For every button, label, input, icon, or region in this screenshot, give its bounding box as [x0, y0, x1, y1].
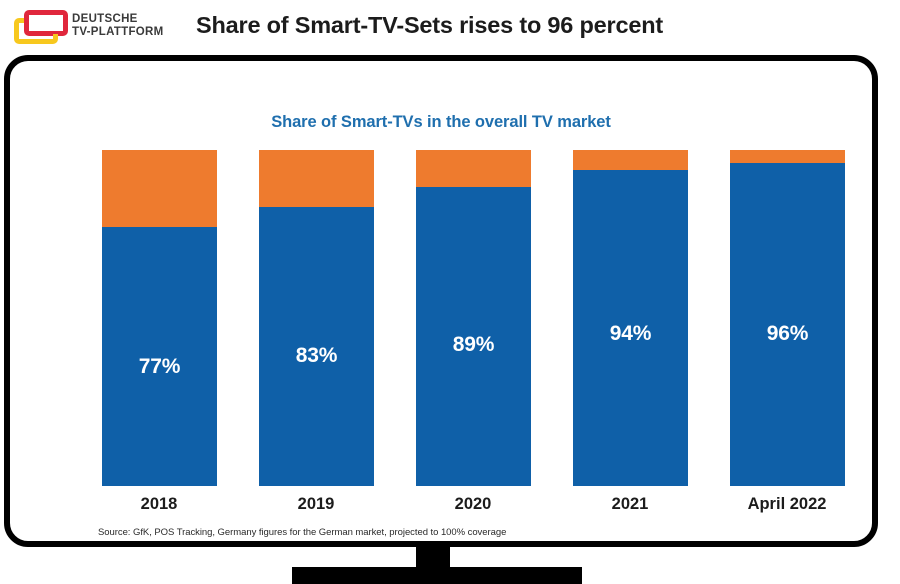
brand-logo-line1: DEUTSCHE [72, 13, 138, 25]
bar-segment-smart-tv-2019 [259, 207, 374, 486]
header: DEUTSCHE TV-PLATTFORM Share of Smart-TV-… [0, 0, 900, 55]
bar-total-2018 [102, 150, 217, 486]
bar-column-april-2022[interactable]: 96% [730, 150, 845, 486]
bar-segment-smart-tv-2018 [102, 227, 217, 486]
source-note: Source: GfK, POS Tracking, Germany figur… [98, 527, 507, 538]
bar-total-2021 [573, 150, 688, 486]
category-label-april-2022: April 2022 [747, 495, 827, 513]
chart-subtitle: Share of Smart-TVs in the overall TV mar… [271, 113, 611, 131]
bar-segment-smart-tv-2020 [416, 186, 531, 486]
bar-total-2020 [416, 150, 531, 486]
bar-column-2019[interactable]: 83% [259, 150, 374, 486]
brand-logo-line2: TV-PLATTFORM [72, 26, 164, 38]
bar-chart-plot: 77% 83% 89% [10, 150, 872, 486]
tv-screen-frame: Share of Smart-TVs in the overall TV mar… [4, 55, 878, 547]
page-title: Share of Smart-TV-Sets rises to 96 perce… [196, 12, 663, 38]
tv-stand-neck [416, 545, 450, 571]
bar-segment-smart-tv-2021 [573, 170, 688, 486]
tv-stand-base [292, 567, 582, 584]
bar-value-label-april-2022: 96% [766, 322, 809, 345]
bar-total-2019 [259, 150, 374, 486]
category-label-2018: 2018 [140, 495, 178, 513]
bar-value-label-2020: 89% [452, 333, 495, 356]
brand-logo-text: DEUTSCHE TV-PLATTFORM [72, 13, 164, 39]
bar-value-label-2019: 83% [295, 344, 338, 367]
chart-area: Share of Smart-TVs in the overall TV mar… [10, 61, 872, 541]
bar-column-2018[interactable]: 77% [102, 150, 217, 486]
category-label-2020: 2020 [454, 495, 492, 513]
brand-logo: DEUTSCHE TV-PLATTFORM [12, 8, 164, 44]
bar-segment-smart-tv-april-2022 [730, 163, 845, 486]
bar-value-label-2021: 94% [609, 322, 652, 345]
category-label-2019: 2019 [297, 495, 335, 513]
bar-total-april-2022 [730, 150, 845, 486]
bar-column-2021[interactable]: 94% [573, 150, 688, 486]
bar-value-label-2018: 77% [138, 355, 181, 378]
tv-screen-logo-icon [12, 8, 68, 44]
category-label-2021: 2021 [611, 495, 649, 513]
logo-rect-red-icon [24, 10, 68, 36]
bar-column-2020[interactable]: 89% [416, 150, 531, 486]
